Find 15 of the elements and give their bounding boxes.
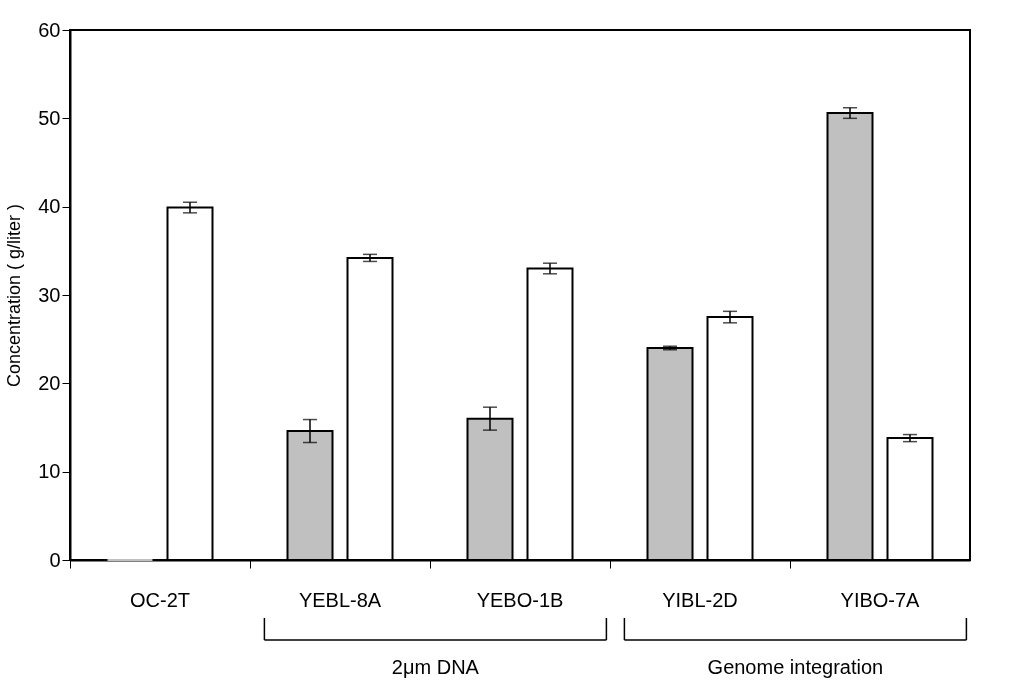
text: 2μm DNA [391,656,480,678]
text: Genome integration [707,656,884,678]
y-tick-label: 20 [38,371,61,394]
x-tick-label: YEBO-1B [476,588,564,611]
y-tick-label: 0 [49,548,61,571]
y-tick-label: 50 [38,106,61,129]
y-tick-label: 10 [38,460,61,483]
x-tick-label: YIBO-7A [840,588,921,611]
y-tick-label: 60 [38,18,61,41]
y-axis-title: Concentration ( g/liter ) [4,203,25,388]
y-tick-label: 40 [38,195,61,218]
y-tick-label: 30 [38,283,61,306]
x-tick-label: YIBL-2D [662,588,738,611]
x-tick-label: YEBL-8A [298,588,382,611]
x-tick-label: OC-2T [130,588,190,611]
